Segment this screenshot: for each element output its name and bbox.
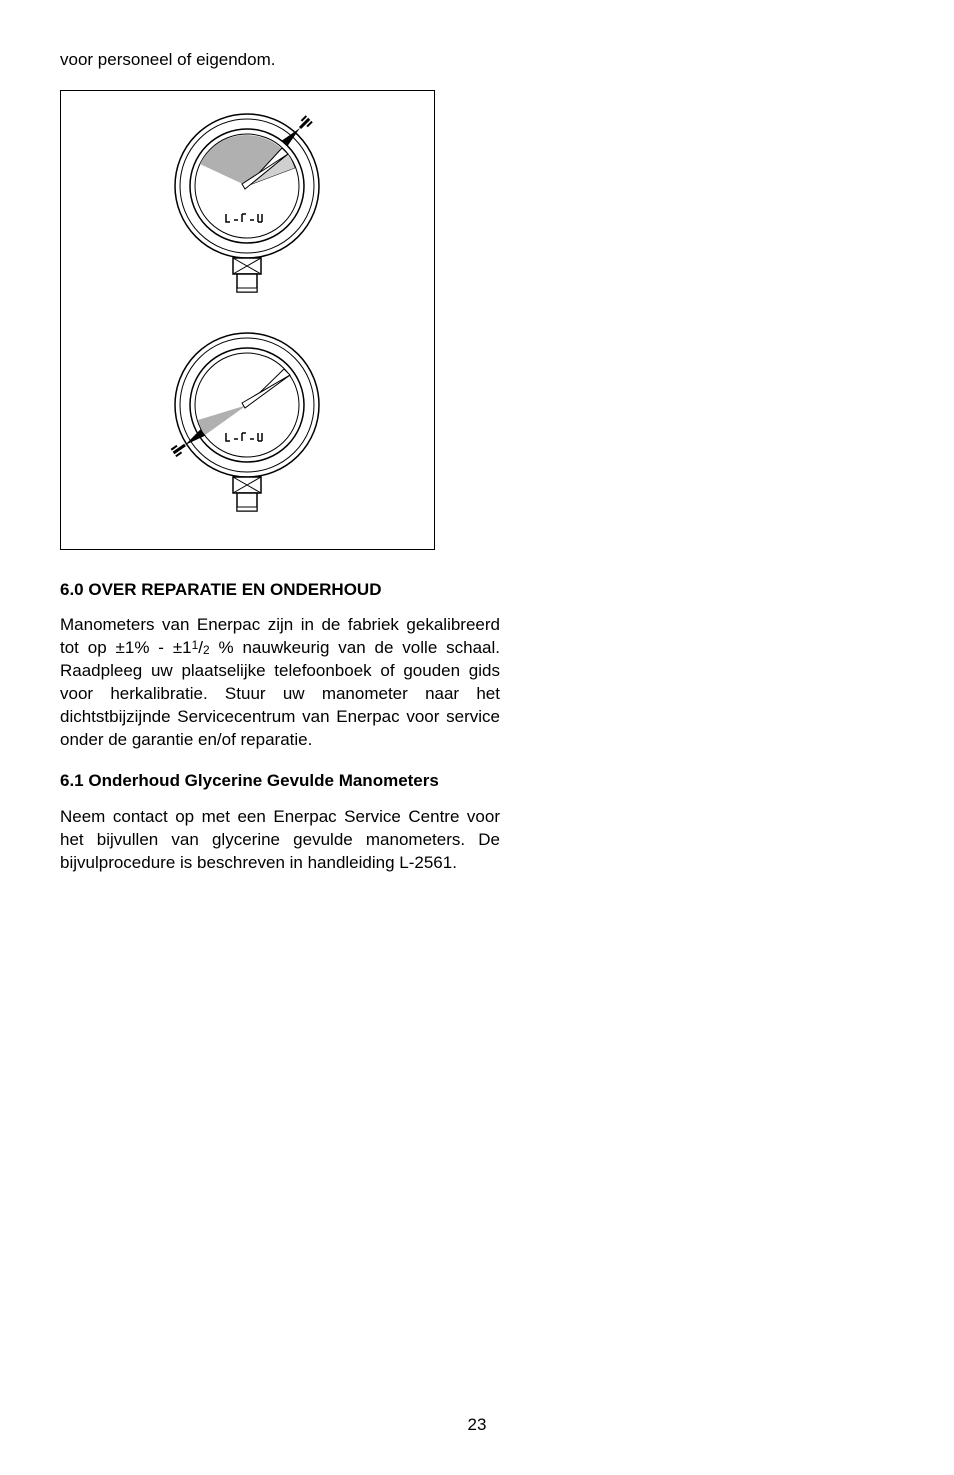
section-6-0-body: Manometers van Enerpac zijn in de fabrie… xyxy=(60,614,500,752)
gauge-bottom-svg xyxy=(160,325,335,535)
page-number: 23 xyxy=(468,1415,487,1435)
gauge-bottom xyxy=(160,325,335,535)
section-6-1-heading: 6.1 Onderhoud Glycerine Gevulde Manomete… xyxy=(60,770,500,792)
gauge-top xyxy=(160,106,335,316)
gauge-figure-box xyxy=(60,90,435,550)
top-fragment-text: voor personeel of eigendom. xyxy=(60,50,500,70)
gauge-top-svg xyxy=(160,106,335,316)
section-6-0-heading: 6.0 OVER REPARATIE EN ONDERHOUD xyxy=(60,580,500,600)
section-6-1-body: Neem contact op met een Enerpac Service … xyxy=(60,806,500,875)
